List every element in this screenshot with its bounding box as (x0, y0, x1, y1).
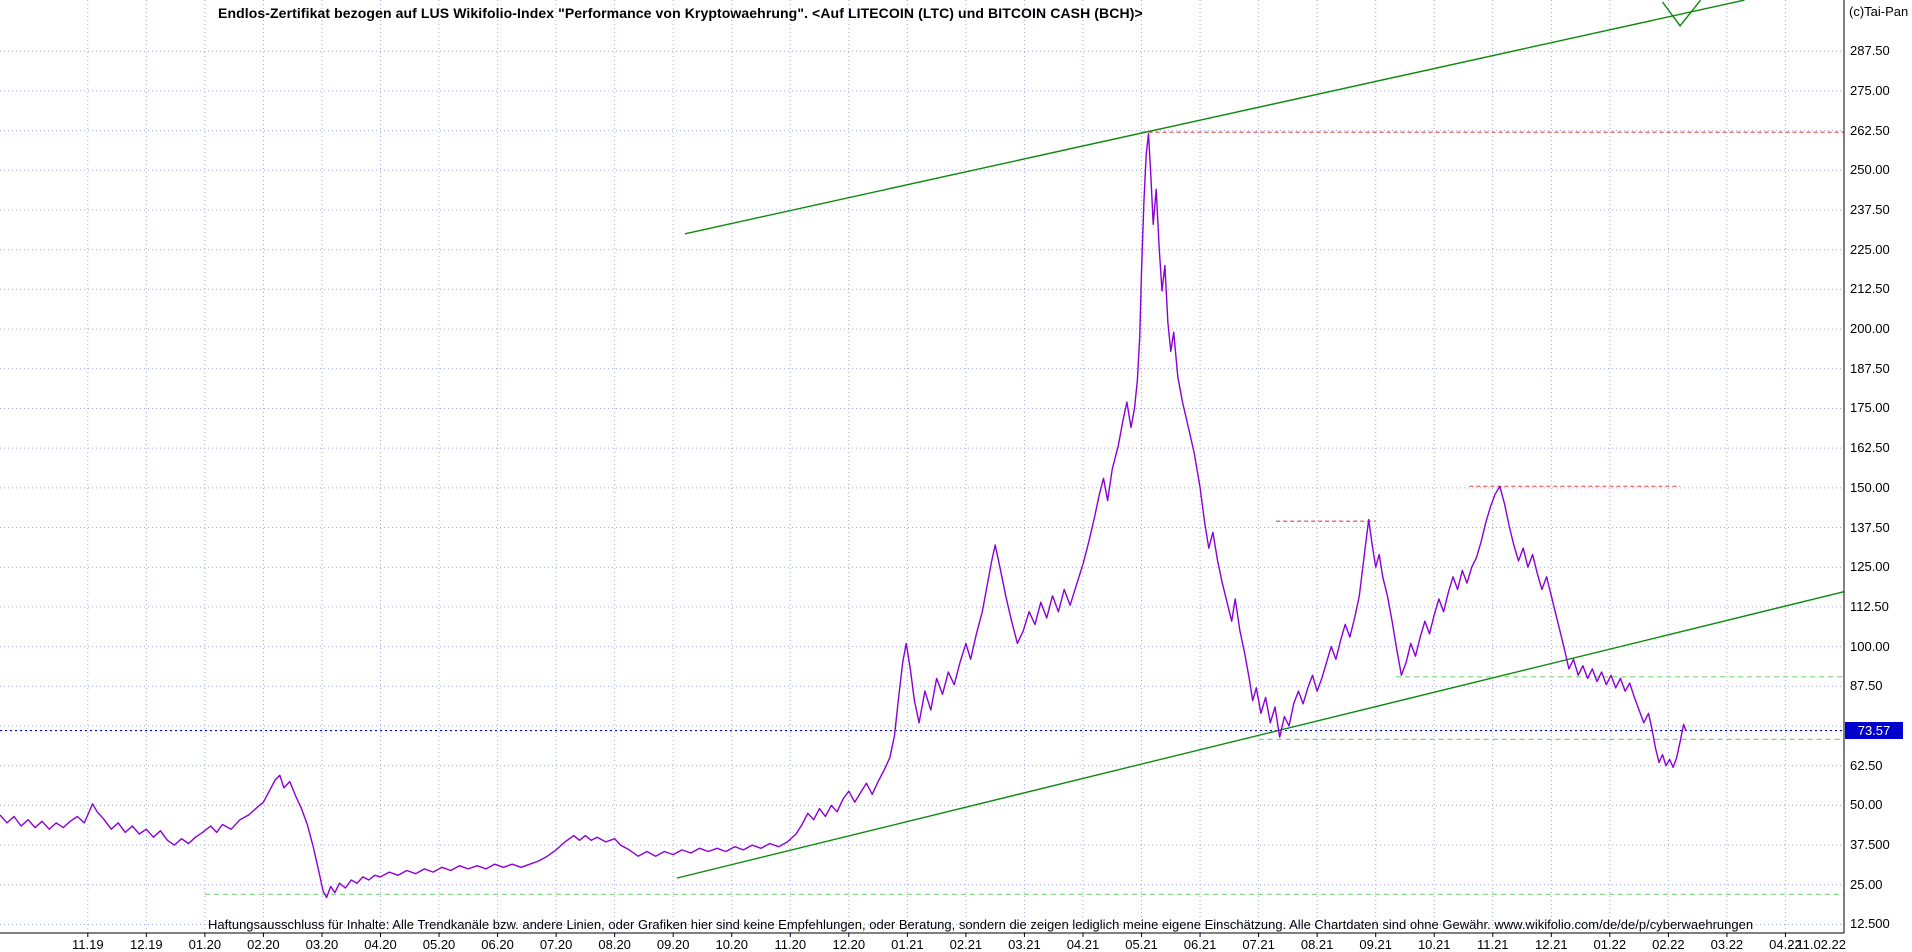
disclaimer-text: Haftungsausschluss für Inhalte: Alle Tre… (208, 917, 1754, 932)
x-axis-label: 04.22 (1769, 937, 1802, 952)
upper-channel-line (684, 0, 1745, 235)
chart-title: Endlos-Zertifikat bezogen auf LUS Wikifo… (218, 5, 1143, 21)
x-axis-label: 09.21 (1359, 937, 1392, 952)
x-axis-label: 06.21 (1183, 937, 1217, 952)
x-axis-label: 08.21 (1300, 937, 1334, 952)
y-axis-label: 187.50 (1850, 360, 1890, 376)
y-axis-label: 175.00 (1850, 400, 1890, 416)
y-axis-label: 225.00 (1850, 241, 1890, 257)
y-axis-label: 112.50 (1850, 598, 1889, 614)
x-axis-label: 12.20 (832, 937, 866, 952)
price-line (0, 133, 1687, 899)
x-axis-label: 06.20 (481, 937, 514, 952)
taipan-copyright-watermark: (c)Tai-Pan (1849, 4, 1909, 19)
y-axis-label: 212.50 (1850, 281, 1890, 297)
x-axis-label: 08.20 (598, 937, 631, 952)
x-axis-label: 02.20 (247, 937, 280, 952)
y-axis-label: 200.00 (1850, 321, 1890, 337)
lower-channel-line (676, 591, 1845, 879)
y-axis-label: 137.50 (1850, 519, 1890, 535)
y-axis-label: 262.50 (1850, 122, 1890, 138)
x-axis-label: 12.19 (130, 937, 163, 952)
x-axis-label: 12.21 (1535, 937, 1568, 952)
x-axis-label: 01.22 (1593, 937, 1627, 952)
y-axis-label: 150.00 (1850, 479, 1890, 495)
top-right-check-mark (1661, 0, 1702, 27)
x-axis-label: 05.21 (1125, 937, 1158, 952)
x-axis-label: 02.22 (1652, 937, 1685, 952)
y-axis-label: 50.00 (1850, 797, 1883, 813)
x-axis-label: 07.20 (539, 937, 573, 952)
y-axis-label: 87.50 (1850, 678, 1883, 694)
x-axis-label: 04.21 (1066, 937, 1100, 952)
y-axis-label: 37.500 (1850, 837, 1890, 853)
x-axis-label: 04.20 (364, 937, 397, 952)
y-axis-label: 25.00 (1850, 876, 1883, 892)
current-price-badge: 73.57 (1845, 721, 1903, 739)
y-axis-label: 287.50 (1850, 43, 1890, 59)
y-axis-label: 100.00 (1850, 638, 1890, 654)
x-axis-label: 07.21 (1242, 937, 1275, 952)
x-axis-label: 11.21 (1476, 937, 1509, 952)
y-axis-label: 162.50 (1850, 440, 1890, 456)
x-axis-label: 03.20 (305, 937, 339, 952)
x-axis-label: 05.20 (422, 937, 456, 952)
x-axis-label: 03.22 (1710, 937, 1744, 952)
x-axis-label: 11.19 (72, 937, 104, 952)
x-axis-label: 03.21 (1008, 937, 1041, 952)
x-axis-label: 10.20 (715, 937, 749, 952)
y-axis-label: 62.50 (1850, 757, 1883, 773)
y-axis-label: 125.00 (1850, 559, 1890, 575)
x-axis-end-date-label: - 11.02.22 (1788, 937, 1846, 952)
x-axis-label: 10.21 (1417, 937, 1451, 952)
x-axis-label: 02.21 (949, 937, 983, 952)
y-axis-label: 250.00 (1850, 162, 1890, 178)
x-axis-label: 01.20 (188, 937, 222, 952)
y-axis-label: 12.500 (1850, 916, 1890, 932)
y-axis-label: 237.50 (1850, 201, 1890, 217)
x-axis-label: 11.20 (774, 937, 807, 952)
x-axis-label: 01.21 (891, 937, 924, 952)
y-axis-label: 275.00 (1850, 82, 1890, 98)
x-axis-label: 09.20 (656, 937, 690, 952)
